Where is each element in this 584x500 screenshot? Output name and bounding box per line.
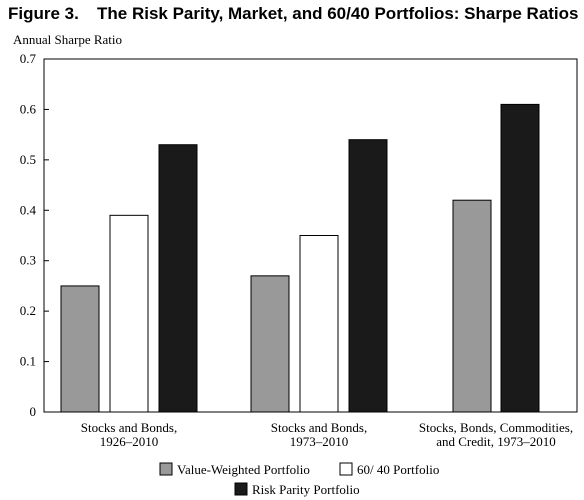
category-label: Stocks and Bonds, (271, 420, 367, 435)
category-label: and Credit, 1973–2010 (436, 434, 556, 449)
y-tick-label: 0.2 (20, 303, 36, 318)
legend: Value-Weighted Portfolio 60/ 40 Portfolio… (159, 462, 439, 497)
legend-swatch (339, 462, 353, 476)
y-tick-label: 0 (30, 404, 37, 419)
figure-label: Figure 3. (8, 4, 79, 23)
bar-2-cat-2 (299, 235, 339, 413)
y-axis-ticks: 0 0.1 0.2 0.3 0.4 0.5 0.6 0.7 (20, 51, 49, 419)
category-label: Stocks, Bonds, Commodities, (419, 420, 573, 435)
chart-title: The Risk Parity, Market, and 60/40 Portf… (97, 4, 579, 23)
category-label: Stocks and Bonds, (81, 420, 177, 435)
bar-3-cat-1 (158, 144, 198, 413)
category-label: 1973–2010 (290, 434, 349, 449)
y-tick-label: 0.1 (20, 354, 36, 369)
y-tick-label: 0.4 (20, 202, 37, 217)
bar-1-cat-2 (250, 275, 290, 413)
legend-label: Risk Parity Portfolio (252, 482, 360, 497)
legend-swatch (159, 462, 173, 476)
y-tick-label: 0.3 (20, 253, 36, 268)
y-axis-label: Annual Sharpe Ratio (13, 32, 122, 47)
y-tick-label: 0.5 (20, 152, 36, 167)
y-tick-label: 0.7 (20, 51, 37, 66)
bar-3-cat-3 (500, 103, 540, 413)
y-tick-label: 0.6 (20, 101, 37, 116)
legend-label: 60/ 40 Portfolio (357, 462, 439, 477)
bar-2-cat-1 (109, 214, 149, 413)
bar-3-cat-2 (348, 139, 388, 413)
bar-1-cat-3 (452, 199, 492, 413)
legend-label: Value-Weighted Portfolio (177, 462, 310, 477)
legend-swatch (234, 482, 248, 496)
category-label: 1926–2010 (100, 434, 159, 449)
bar-1-cat-1 (60, 285, 100, 413)
bars-group (60, 103, 540, 413)
